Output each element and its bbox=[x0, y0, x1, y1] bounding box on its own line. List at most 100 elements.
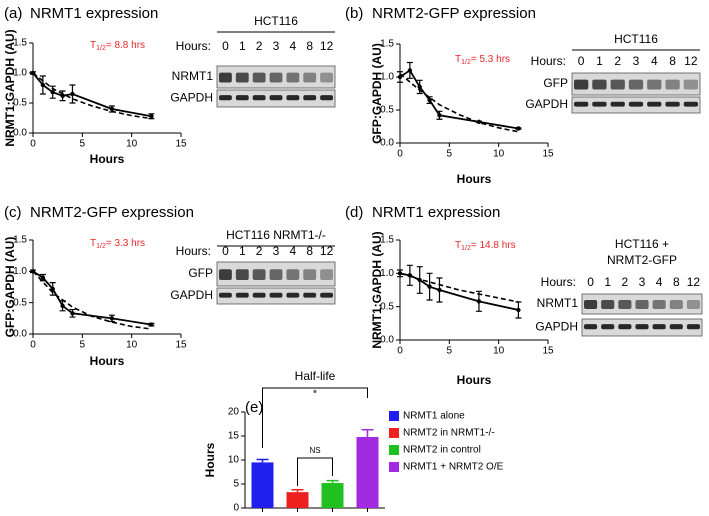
y-tick-label: 0.5 bbox=[380, 105, 394, 116]
blot-band bbox=[252, 269, 266, 280]
bracket bbox=[297, 457, 333, 486]
blot-band bbox=[219, 72, 232, 83]
x-tick-label: 10 bbox=[493, 346, 505, 357]
lane-label: 0 bbox=[222, 244, 229, 258]
line-series bbox=[32, 270, 152, 330]
half-life-annotation: T1/2= 5.3 hrs bbox=[455, 54, 510, 67]
x-tick-label: 0 bbox=[397, 149, 403, 160]
blot-band bbox=[601, 300, 615, 309]
lane-label: 3 bbox=[633, 54, 640, 68]
point bbox=[109, 106, 115, 112]
significance: NS bbox=[309, 446, 320, 455]
annotation-part: = 5.3 hrs bbox=[471, 54, 510, 65]
lane-label: 2 bbox=[256, 244, 263, 258]
point bbox=[149, 322, 154, 327]
blot-band bbox=[269, 72, 283, 83]
half-life-annotation: T1/2= 8.8 hrs bbox=[90, 40, 145, 53]
point bbox=[476, 119, 482, 125]
hours-label: Hours: bbox=[176, 39, 211, 53]
point bbox=[50, 286, 55, 292]
point bbox=[70, 311, 75, 316]
blot-title: HCT116 NRMT1-/- bbox=[226, 228, 326, 242]
x-tick-label: 0 bbox=[30, 340, 36, 351]
x-tick-label: 15 bbox=[542, 149, 554, 160]
blot-band bbox=[286, 269, 300, 280]
blot-band bbox=[669, 324, 683, 330]
blot-band bbox=[286, 72, 300, 83]
y-axis-label: NRMT1:GAPDH (AU) bbox=[3, 29, 17, 146]
blot-band bbox=[584, 300, 598, 309]
blot-band bbox=[610, 101, 625, 107]
blot-row-label: GAPDH bbox=[525, 97, 568, 111]
x-tick-label: 15 bbox=[542, 346, 554, 357]
blot-band bbox=[635, 300, 649, 309]
annotation-part: T bbox=[455, 54, 461, 65]
y-tick-label: 15 bbox=[228, 431, 240, 442]
y-axis-label: Hours bbox=[203, 442, 217, 477]
y-tick-label: 1.5 bbox=[13, 38, 27, 49]
line-series bbox=[399, 69, 519, 130]
blot-title: HCT116 bbox=[254, 14, 298, 28]
blot-band bbox=[574, 101, 589, 107]
line-series bbox=[399, 73, 519, 133]
annotation-part: = 3.3 hrs bbox=[106, 238, 145, 249]
blot-band bbox=[252, 292, 266, 298]
blot-band bbox=[303, 95, 317, 101]
y-tick-label: 0.5 bbox=[13, 98, 27, 109]
point bbox=[427, 284, 432, 289]
panel-label: (b) bbox=[345, 5, 363, 22]
blot-band bbox=[683, 79, 698, 90]
point bbox=[149, 114, 154, 119]
blot-band bbox=[574, 79, 589, 90]
blot-band bbox=[235, 292, 249, 298]
panel-title: NRMT2-GFP expression bbox=[372, 5, 536, 22]
line-series bbox=[32, 72, 152, 120]
blot-band bbox=[647, 101, 662, 107]
blot-row-label: GFP bbox=[543, 76, 568, 90]
y-tick-label: 0.5 bbox=[380, 301, 394, 312]
blot-row-label: NRMT1 bbox=[172, 69, 214, 83]
x-tick-label: 0 bbox=[397, 346, 403, 357]
blot-band bbox=[665, 79, 680, 90]
blot-title: NRMT2-GFP bbox=[607, 253, 677, 267]
x-tick-label: 0 bbox=[30, 139, 36, 150]
blot-row-label: GAPDH bbox=[170, 91, 213, 105]
x-tick-label: 5 bbox=[80, 139, 86, 150]
annotation-part: T bbox=[90, 40, 96, 51]
lane-label: 1 bbox=[239, 244, 246, 258]
annotation-part: = 14.8 hrs bbox=[471, 240, 516, 251]
legend-swatch bbox=[389, 445, 399, 455]
blot-band bbox=[269, 292, 283, 298]
error-bar bbox=[361, 429, 374, 437]
blot-band bbox=[592, 101, 607, 107]
annotation-part: T bbox=[455, 240, 461, 251]
blot-band bbox=[610, 79, 625, 90]
blot-band bbox=[652, 300, 666, 309]
hours-label: Hours: bbox=[541, 275, 576, 289]
point bbox=[437, 287, 442, 293]
blot-band bbox=[252, 72, 266, 83]
panel-label: (e) bbox=[245, 399, 263, 416]
blot-band bbox=[592, 79, 607, 90]
y-tick-label: 0.0 bbox=[380, 138, 394, 149]
hours-label: Hours: bbox=[176, 244, 211, 258]
y-tick-label: 1.5 bbox=[380, 39, 394, 50]
blot-band bbox=[235, 72, 249, 83]
bar bbox=[321, 483, 344, 508]
error-bar bbox=[291, 489, 304, 493]
panel-label: (c) bbox=[4, 204, 22, 221]
blot-band bbox=[584, 324, 598, 330]
blot-title: HCT116 bbox=[614, 32, 658, 46]
lane-label: 2 bbox=[614, 54, 621, 68]
point bbox=[417, 84, 422, 90]
error-bar bbox=[256, 458, 269, 463]
x-axis-label: Hours bbox=[90, 354, 125, 368]
blot-band bbox=[269, 95, 283, 101]
blot-band bbox=[320, 269, 333, 280]
blot-band bbox=[286, 292, 300, 298]
legend-swatch bbox=[389, 411, 399, 421]
lane-label: 1 bbox=[239, 39, 246, 53]
lane-label: 3 bbox=[273, 244, 280, 258]
annotation-part: T bbox=[90, 238, 96, 249]
